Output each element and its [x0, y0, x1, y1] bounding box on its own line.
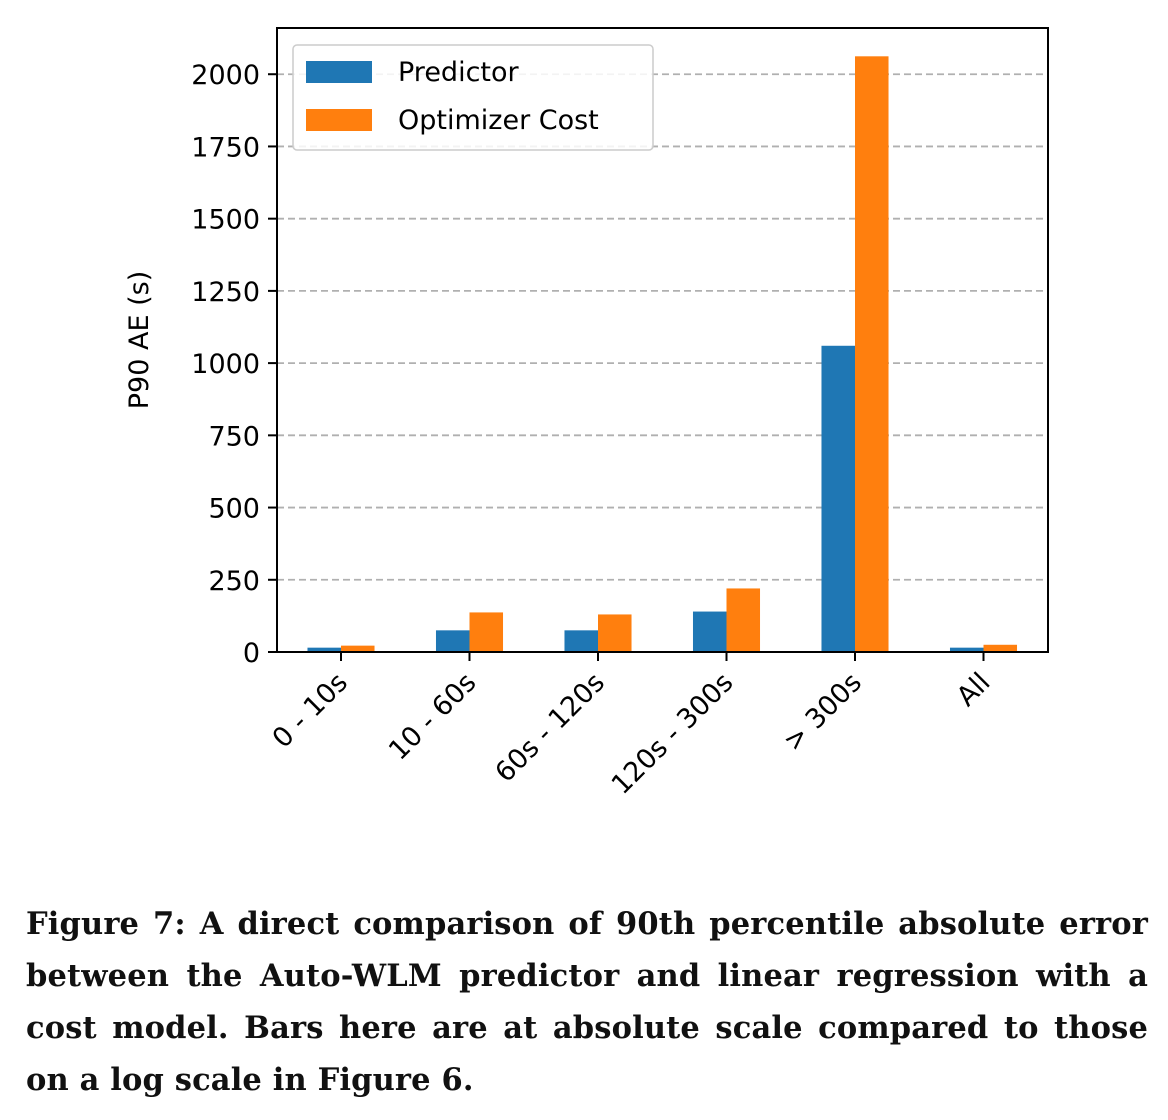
legend-swatch-predictor — [306, 61, 372, 83]
bar-predictor — [435, 630, 470, 652]
y-axis: 0 250 500 750 1000 1250 1500 1750 2000 — [191, 60, 277, 669]
bar-predictor — [821, 345, 855, 652]
bar-predictor — [692, 611, 727, 652]
bar-optimizer-cost — [341, 645, 375, 652]
y-tick-label: 1750 — [191, 132, 260, 163]
x-tick-label: > 300s — [778, 667, 868, 757]
bars — [307, 56, 1018, 653]
legend-label-optimizer-cost: Optimizer Cost — [398, 105, 599, 136]
bar-predictor — [564, 630, 598, 652]
y-tick-label: 1500 — [191, 205, 260, 236]
legend: Predictor Optimizer Cost — [292, 44, 654, 151]
x-tick-label: 60s - 120s — [489, 667, 611, 789]
bar-optimizer-cost — [726, 588, 761, 652]
y-tick-label: 2000 — [191, 60, 260, 91]
bar-predictor — [949, 647, 984, 652]
y-tick-label: 250 — [208, 566, 260, 597]
bar-optimizer-cost — [855, 56, 889, 653]
x-tick-label: 120s - 300s — [606, 667, 740, 801]
bar-optimizer-cost — [598, 614, 632, 652]
bar-predictor — [307, 647, 341, 652]
legend-label-predictor: Predictor — [398, 57, 520, 88]
y-tick-label: 500 — [208, 494, 260, 525]
bar-optimizer-cost — [469, 612, 504, 652]
y-tick-label: 0 — [243, 638, 260, 669]
y-axis-label: P90 AE (s) — [124, 271, 155, 409]
bar-chart: 0 250 500 750 1000 1250 1500 1750 2000 0 - 10s 10… — [124, 27, 1049, 801]
x-tick-label: 0 - 10s — [267, 667, 354, 754]
legend-swatch-optimizer-cost — [306, 109, 372, 131]
plot-frame — [276, 27, 1049, 653]
y-tick-label: 1250 — [191, 277, 260, 308]
x-tick-label: All — [951, 667, 997, 713]
y-tick-label: 750 — [208, 421, 260, 452]
bar-optimizer-cost — [983, 644, 1018, 652]
y-tick-label: 1000 — [191, 349, 260, 380]
gridlines — [277, 73, 1048, 581]
x-tick-label: 10 - 60s — [383, 667, 482, 766]
legend-box — [292, 44, 654, 151]
figure-caption: Figure 7: A direct comparison of 90th pe… — [26, 906, 1148, 1098]
